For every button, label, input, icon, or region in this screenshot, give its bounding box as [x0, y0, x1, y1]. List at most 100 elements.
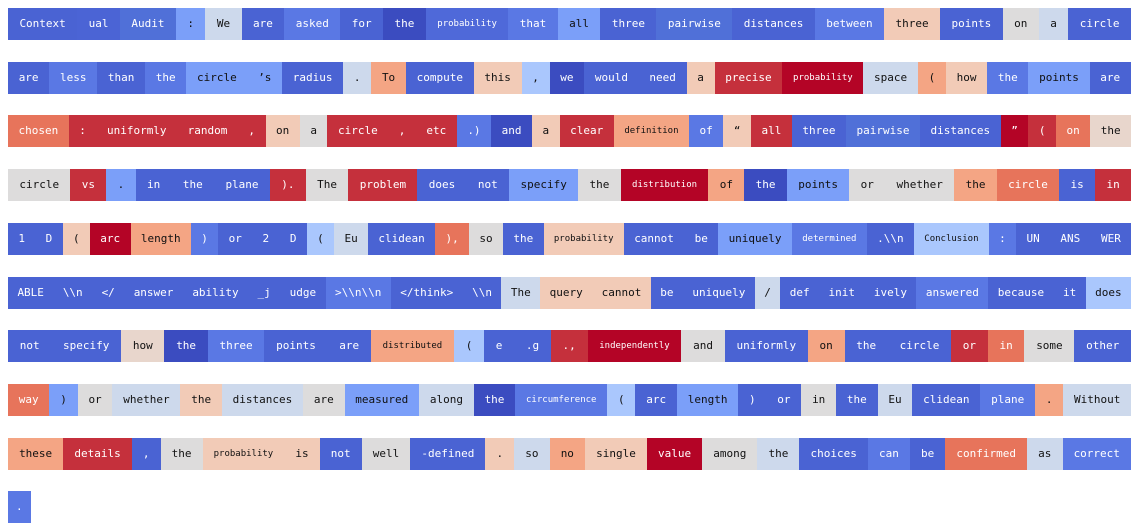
- token: the: [145, 61, 187, 94]
- token: the: [171, 169, 215, 202]
- token: pairwise: [846, 115, 921, 148]
- token: how: [121, 330, 165, 363]
- token: /: [754, 276, 781, 309]
- token: this: [473, 61, 522, 94]
- token: is: [1059, 169, 1096, 202]
- token: way: [8, 383, 50, 416]
- token: precise: [714, 61, 783, 94]
- token: in: [987, 330, 1025, 363]
- token: Context: [8, 8, 78, 40]
- token: the: [383, 8, 426, 40]
- token: a: [1038, 8, 1069, 40]
- token: three: [207, 330, 265, 363]
- token: ,: [237, 115, 266, 148]
- token: Conclusion: [913, 222, 989, 255]
- token: the: [744, 169, 787, 202]
- token: .\\n: [866, 222, 914, 255]
- token: be: [684, 222, 719, 255]
- token: \\n: [53, 276, 93, 309]
- token: ).: [269, 169, 306, 202]
- token: would: [584, 61, 639, 94]
- token: Without: [1063, 383, 1132, 416]
- token: are: [8, 61, 50, 94]
- token: .: [106, 169, 136, 202]
- token: be: [650, 276, 683, 309]
- token: pairwise: [656, 8, 733, 40]
- token: is: [284, 437, 320, 470]
- token: these: [8, 437, 64, 470]
- token: does: [417, 169, 467, 202]
- token: cannot: [592, 276, 651, 309]
- token: are: [1089, 61, 1131, 94]
- token: circle: [887, 330, 952, 363]
- token: circle: [996, 169, 1060, 202]
- token: distribution: [620, 169, 709, 202]
- token: \\n: [462, 276, 502, 309]
- token: other: [1074, 330, 1131, 363]
- token-row: circle vs. in the plane). The problem does not sp…: [8, 169, 1132, 202]
- token: or: [951, 330, 988, 363]
- token: the: [180, 383, 222, 416]
- token: in: [801, 383, 837, 416]
- token: (: [306, 222, 335, 255]
- token: probability: [425, 8, 509, 40]
- token: points: [264, 330, 328, 363]
- token: than: [97, 61, 146, 94]
- token: all: [750, 115, 792, 148]
- token: (: [1028, 115, 1056, 148]
- token: etc: [415, 115, 457, 148]
- token: points: [1028, 61, 1090, 94]
- token: distances: [732, 8, 815, 40]
- token: the: [836, 383, 878, 416]
- token: of: [689, 115, 724, 148]
- token: the: [987, 61, 1029, 94]
- token: ): [738, 383, 767, 416]
- token: space: [863, 61, 918, 94]
- token: arc: [635, 383, 677, 416]
- token-row: .: [8, 491, 1131, 524]
- token: .g: [514, 330, 551, 363]
- token: does: [1085, 276, 1132, 309]
- token: </: [92, 276, 125, 309]
- token: not: [466, 169, 510, 202]
- token: ,: [131, 437, 161, 470]
- token: asked: [284, 8, 341, 40]
- token: the: [578, 169, 621, 202]
- token: it: [1053, 276, 1086, 309]
- token: in: [135, 169, 172, 202]
- token-row: 1 D(arc length) or 2 D(Eu clidean), so the probab…: [8, 222, 1132, 255]
- token: that: [508, 8, 558, 40]
- token: on: [1002, 8, 1039, 40]
- token: _j: [248, 276, 281, 309]
- token: three: [600, 8, 657, 40]
- token: the: [502, 222, 544, 255]
- token: points: [940, 8, 1003, 40]
- token: ): [49, 383, 78, 416]
- token: independently: [587, 330, 682, 363]
- token: The: [501, 276, 541, 309]
- token: compute: [405, 61, 474, 94]
- token: D: [35, 222, 63, 255]
- token: Eu: [334, 222, 369, 255]
- token: three: [791, 115, 847, 148]
- token: on: [265, 115, 300, 148]
- token: probability: [543, 222, 624, 255]
- token: as: [1027, 437, 1063, 470]
- token-row: chosen: uniformly random, on a circle, etc.) an…: [8, 115, 1132, 148]
- token: so: [514, 437, 550, 470]
- token: :: [68, 115, 97, 148]
- token: the: [164, 330, 208, 363]
- token: cannot: [623, 222, 685, 255]
- token: UN: [1016, 222, 1051, 255]
- token: To: [371, 61, 406, 94]
- token: ,: [388, 115, 416, 148]
- token: are: [327, 330, 371, 363]
- token: be: [909, 437, 946, 470]
- token: the: [954, 169, 997, 202]
- token: whether: [885, 169, 955, 202]
- token: length: [130, 222, 191, 255]
- token: so: [469, 222, 503, 255]
- token: clidean: [912, 383, 981, 416]
- token: among: [702, 437, 758, 470]
- token: answer: [124, 276, 183, 309]
